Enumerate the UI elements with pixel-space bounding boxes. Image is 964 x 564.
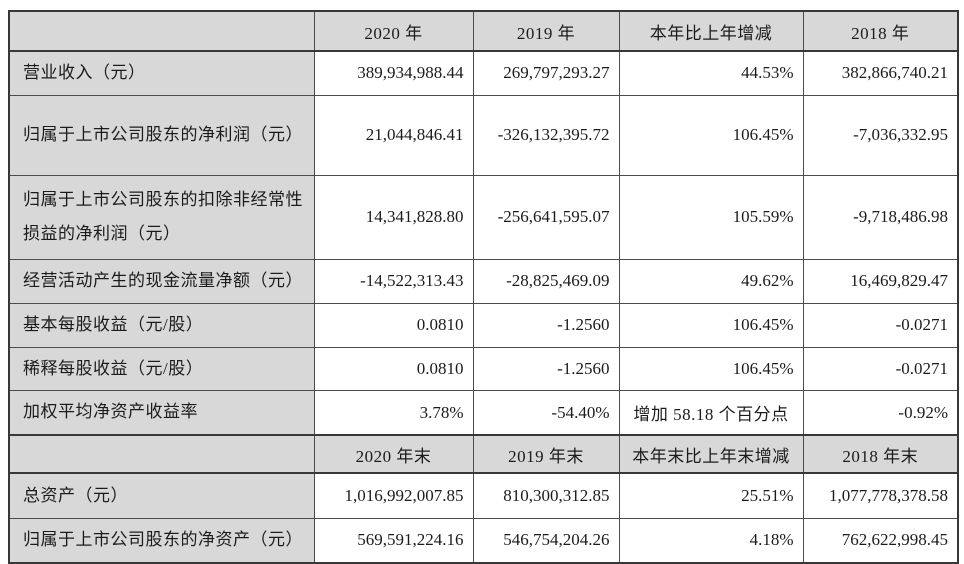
value-2019: -54.40% — [472, 390, 620, 436]
table-row-weighted-avg-roe: 加权平均净资产收益率 3.78% -54.40% 增加 58.18 个百分点 -… — [8, 390, 959, 436]
value-2018: -0.0271 — [802, 346, 959, 392]
annual-header-2019: 2019 年 — [472, 10, 620, 52]
value-2019: 269,797,293.27 — [472, 50, 620, 96]
row-label: 稀释每股收益（元/股） — [8, 346, 315, 392]
value-2018: -9,718,486.98 — [802, 174, 959, 260]
row-label: 基本每股收益（元/股） — [8, 302, 315, 348]
value-change: 增加 58.18 个百分点 — [618, 390, 804, 436]
value-2018: 762,622,998.45 — [802, 517, 959, 564]
value-change: 105.59% — [618, 174, 804, 260]
value-2019: 810,300,312.85 — [472, 472, 620, 519]
value-2018: -0.0271 — [802, 302, 959, 348]
yearend-header-row: 2020 年末 2019 年末 本年末比上年末增减 2018 年末 — [8, 434, 959, 475]
value-2020: 569,591,224.16 — [313, 517, 474, 564]
annual-header-2020: 2020 年 — [313, 10, 474, 52]
value-change: 106.45% — [618, 94, 804, 176]
yearend-header-2019: 2019 年末 — [472, 434, 620, 475]
value-2019: -1.2560 — [472, 302, 620, 348]
value-2019: -326,132,395.72 — [472, 94, 620, 176]
value-change: 106.45% — [618, 302, 804, 348]
annual-header-row: 2020 年 2019 年 本年比上年增减 2018 年 — [8, 10, 959, 52]
value-change: 25.51% — [618, 472, 804, 519]
row-label: 总资产（元） — [8, 472, 315, 519]
value-2020: 0.0810 — [313, 302, 474, 348]
value-2020: -14,522,313.43 — [313, 258, 474, 304]
value-change: 106.45% — [618, 346, 804, 392]
table-row-basic-eps: 基本每股收益（元/股） 0.0810 -1.2560 106.45% -0.02… — [8, 302, 959, 348]
value-2019: -256,641,595.07 — [472, 174, 620, 260]
row-label: 加权平均净资产收益率 — [8, 390, 315, 436]
table-row-net-profit-excl-nonrecurring: 归属于上市公司股东的扣除非经常性损益的净利润（元） 14,341,828.80 … — [8, 174, 959, 260]
value-2018: 382,866,740.21 — [802, 50, 959, 96]
row-label: 归属于上市公司股东的扣除非经常性损益的净利润（元） — [8, 174, 315, 260]
value-2020: 0.0810 — [313, 346, 474, 392]
financial-summary-table: 2020 年 2019 年 本年比上年增减 2018 年 营业收入（元） 389… — [8, 10, 959, 564]
value-2019: -1.2560 — [472, 346, 620, 392]
row-label: 经营活动产生的现金流量净额（元） — [8, 258, 315, 304]
yearend-header-change: 本年末比上年末增减 — [618, 434, 804, 475]
value-2019: 546,754,204.26 — [472, 517, 620, 564]
value-2018: 1,077,778,378.58 — [802, 472, 959, 519]
value-2020: 389,934,988.44 — [313, 50, 474, 96]
value-2020: 3.78% — [313, 390, 474, 436]
table-row-net-profit: 归属于上市公司股东的净利润（元） 21,044,846.41 -326,132,… — [8, 94, 959, 176]
table-row-operating-cash-flow: 经营活动产生的现金流量净额（元） -14,522,313.43 -28,825,… — [8, 258, 959, 304]
value-2020: 1,016,992,007.85 — [313, 472, 474, 519]
row-label: 归属于上市公司股东的净利润（元） — [8, 94, 315, 176]
value-2018: -7,036,332.95 — [802, 94, 959, 176]
value-2020: 14,341,828.80 — [313, 174, 474, 260]
row-label: 归属于上市公司股东的净资产（元） — [8, 517, 315, 564]
table-row-diluted-eps: 稀释每股收益（元/股） 0.0810 -1.2560 106.45% -0.02… — [8, 346, 959, 392]
row-label: 营业收入（元） — [8, 50, 315, 96]
annual-header-2018: 2018 年 — [802, 10, 959, 52]
value-change: 44.53% — [618, 50, 804, 96]
yearend-header-2020: 2020 年末 — [313, 434, 474, 475]
value-change: 4.18% — [618, 517, 804, 564]
value-2020: 21,044,846.41 — [313, 94, 474, 176]
annual-header-metric-cell — [8, 10, 315, 52]
value-change: 49.62% — [618, 258, 804, 304]
annual-header-change: 本年比上年增减 — [618, 10, 804, 52]
value-2018: -0.92% — [802, 390, 959, 436]
financial-summary-table-wrap: 2020 年 2019 年 本年比上年增减 2018 年 营业收入（元） 389… — [8, 10, 959, 564]
yearend-header-2018: 2018 年末 — [802, 434, 959, 475]
yearend-header-metric-cell — [8, 434, 315, 475]
table-row-net-assets: 归属于上市公司股东的净资产（元） 569,591,224.16 546,754,… — [8, 517, 959, 564]
table-row-revenue: 营业收入（元） 389,934,988.44 269,797,293.27 44… — [8, 50, 959, 96]
value-2018: 16,469,829.47 — [802, 258, 959, 304]
table-row-total-assets: 总资产（元） 1,016,992,007.85 810,300,312.85 2… — [8, 472, 959, 519]
value-2019: -28,825,469.09 — [472, 258, 620, 304]
